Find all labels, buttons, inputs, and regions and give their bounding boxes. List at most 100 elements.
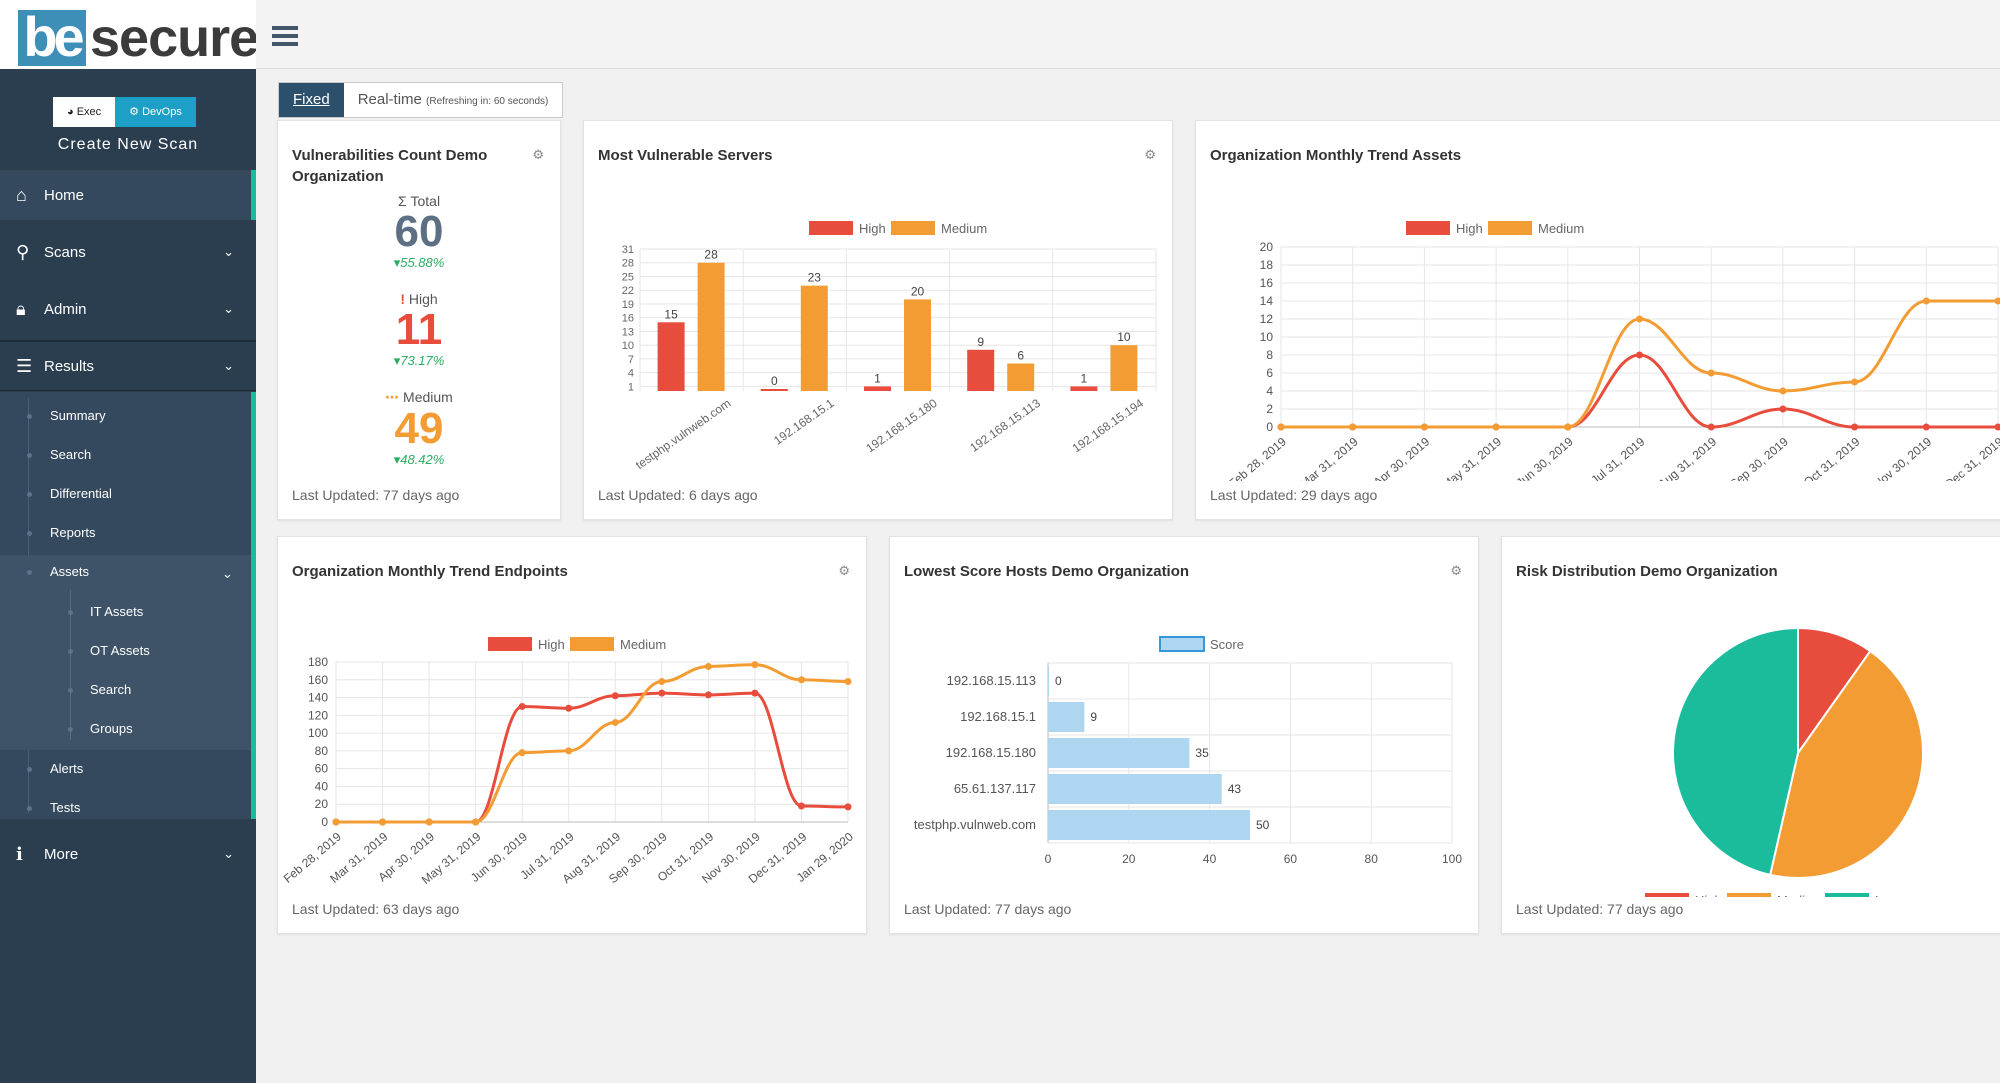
logo[interactable]: be secure xyxy=(0,0,259,69)
legend-swatch-high xyxy=(1406,221,1450,235)
tab-realtime[interactable]: Real-time (Refreshing in: 60 seconds) xyxy=(344,83,563,117)
y-tick-label: testphp.vulnweb.com xyxy=(914,817,1036,832)
last-updated: Last Updated: 77 days ago xyxy=(292,487,460,503)
kpi-total-label: Total xyxy=(410,193,441,209)
tab-fixed[interactable]: Fixed xyxy=(279,83,344,117)
data-point-medium xyxy=(611,718,619,726)
submenu-alerts[interactable]: Alerts xyxy=(26,761,84,776)
kpi-high-label: High xyxy=(408,291,438,307)
submenu-it-assets[interactable]: IT Assets xyxy=(67,604,144,619)
bar-value-label: 28 xyxy=(704,248,718,262)
nav-scans-label: Scans xyxy=(44,243,86,261)
submenu-summary[interactable]: Summary xyxy=(27,408,106,423)
bar-score xyxy=(1048,810,1250,840)
y-tick-label: 8 xyxy=(1266,348,1273,362)
x-tick-label: May 31, 2019 xyxy=(1439,434,1504,481)
y-tick-label: 140 xyxy=(308,691,328,705)
bar-value-label: 1 xyxy=(874,371,881,385)
x-tick-label: 40 xyxy=(1203,852,1217,866)
data-point-medium xyxy=(1707,369,1715,377)
data-point-high xyxy=(844,803,852,811)
x-tick-label: 192.168.15.1 xyxy=(771,396,837,448)
submenu-assets-search[interactable]: Search xyxy=(67,682,132,697)
nav-admin[interactable]: 🔒︎ Admin ⌄ xyxy=(0,284,256,334)
create-new-scan-link[interactable]: Create New Scan xyxy=(57,136,199,153)
legend-label-high: High xyxy=(1695,893,1722,897)
y-tick-label: 19 xyxy=(622,299,634,311)
data-point-medium xyxy=(797,676,805,684)
bar-value-label: 10 xyxy=(1117,330,1131,344)
data-point-high xyxy=(518,702,526,710)
hamburger-menu-icon[interactable] xyxy=(272,26,298,46)
legend-swatch-high xyxy=(809,221,853,235)
last-updated: Last Updated: 63 days ago xyxy=(292,901,460,917)
pie-slice-high xyxy=(1797,626,1872,757)
chevron-down-icon[interactable]: ⌄ xyxy=(222,566,233,581)
y-tick-label: 22 xyxy=(622,285,634,297)
x-tick-label: 192.168.15.194 xyxy=(1070,396,1147,455)
home-icon: ⌂ xyxy=(16,184,27,205)
bar-high xyxy=(657,322,685,391)
legend-label-medium: Medium xyxy=(1538,221,1584,236)
gear-icon[interactable]: ⚙ xyxy=(1144,147,1156,162)
submenu-search[interactable]: Search xyxy=(26,447,92,462)
submenu-reports[interactable]: Reports xyxy=(27,525,96,540)
nav-scans[interactable]: ⚲ Scans ⌄ xyxy=(0,227,256,277)
data-point-medium xyxy=(1420,423,1428,431)
refresh-mode-tabs: Fixed Real-time (Refreshing in: 60 secon… xyxy=(278,82,564,118)
nav-home[interactable]: ⌂ Home xyxy=(0,170,256,220)
legend-label-medium: Medium xyxy=(1777,893,1823,897)
x-tick-label: Oct 31, 2019 xyxy=(1801,434,1863,481)
x-tick-label: Apr 30, 2019 xyxy=(1371,434,1433,481)
x-tick-label: Jul 31, 2019 xyxy=(1588,434,1647,481)
submenu-differential[interactable]: Differential xyxy=(27,486,112,501)
x-tick-label: Nov 30, 2019 xyxy=(1871,434,1935,481)
data-point-medium xyxy=(704,662,712,670)
nav-admin-label: Admin xyxy=(44,300,87,318)
bar-value-label: 20 xyxy=(911,284,925,298)
devops-mode-button[interactable]: ⚙ DevOps xyxy=(115,97,196,127)
risk-distribution-card: Risk Distribution Demo Organization High… xyxy=(1501,536,2000,934)
gear-icon[interactable]: ⚙ xyxy=(532,147,544,162)
submenu-tests[interactable]: Tests xyxy=(26,800,81,815)
y-tick-label: 31 xyxy=(622,244,634,256)
y-tick-label: 6 xyxy=(1266,366,1273,380)
lock-icon: 🔒︎ xyxy=(16,298,26,319)
y-tick-label: 180 xyxy=(308,655,328,669)
submenu-ot-assets[interactable]: OT Assets xyxy=(68,643,150,658)
legend-swatch-medium xyxy=(1727,893,1771,897)
kpi-high-delta: 73.17% xyxy=(400,353,445,368)
bar-high xyxy=(864,386,891,391)
submenu-assets[interactable]: Assets xyxy=(26,564,90,579)
score-bar-chart: Score 0 20 40 60 80 100 192.168.15.113 0 192.168.… xyxy=(914,636,1462,866)
y-tick-label: 192.168.15.180 xyxy=(946,745,1036,760)
kpi-medium-label: Medium xyxy=(403,389,453,405)
chevron-down-icon: ⌄ xyxy=(223,244,234,259)
bar-high xyxy=(967,349,995,391)
card-title: Lowest Score Hosts Demo Organization xyxy=(904,563,1190,580)
submenu-groups[interactable]: Groups xyxy=(68,721,133,736)
data-point-high xyxy=(1922,423,1930,431)
legend-swatch-score xyxy=(1159,636,1205,652)
y-tick-label: 20 xyxy=(1260,240,1274,254)
logo-wordmark: secure xyxy=(90,8,259,68)
vulnerabilities-count-card: Vulnerabilities Count Demo Organization … xyxy=(277,120,561,520)
data-point-medium xyxy=(1564,423,1572,431)
kpi-high-value: 11 xyxy=(395,305,443,354)
gear-icon[interactable]: ⚙ xyxy=(1450,563,1462,578)
bar-value-label: 43 xyxy=(1228,782,1242,796)
nav-results[interactable]: ☰ Results ⌄ xyxy=(0,341,256,391)
exec-label: Exec xyxy=(76,106,102,118)
bar-value-label: 23 xyxy=(808,271,822,285)
dots-icon: ⋯ xyxy=(385,389,400,405)
data-point-medium xyxy=(332,818,340,826)
exec-mode-button[interactable]: ◕ Exec xyxy=(53,97,116,127)
gear-icon[interactable]: ⚙ xyxy=(838,563,850,578)
bar-value-label: 0 xyxy=(1055,674,1062,688)
y-tick-label: 80 xyxy=(315,744,329,758)
card-title: Organization Monthly Trend Endpoints xyxy=(292,563,568,580)
y-tick-label: 18 xyxy=(1260,258,1274,272)
trend-endpoints-card: Organization Monthly Trend Endpoints ⚙ H… xyxy=(277,536,867,934)
nav-more[interactable]: i More ⌄ xyxy=(0,829,256,879)
